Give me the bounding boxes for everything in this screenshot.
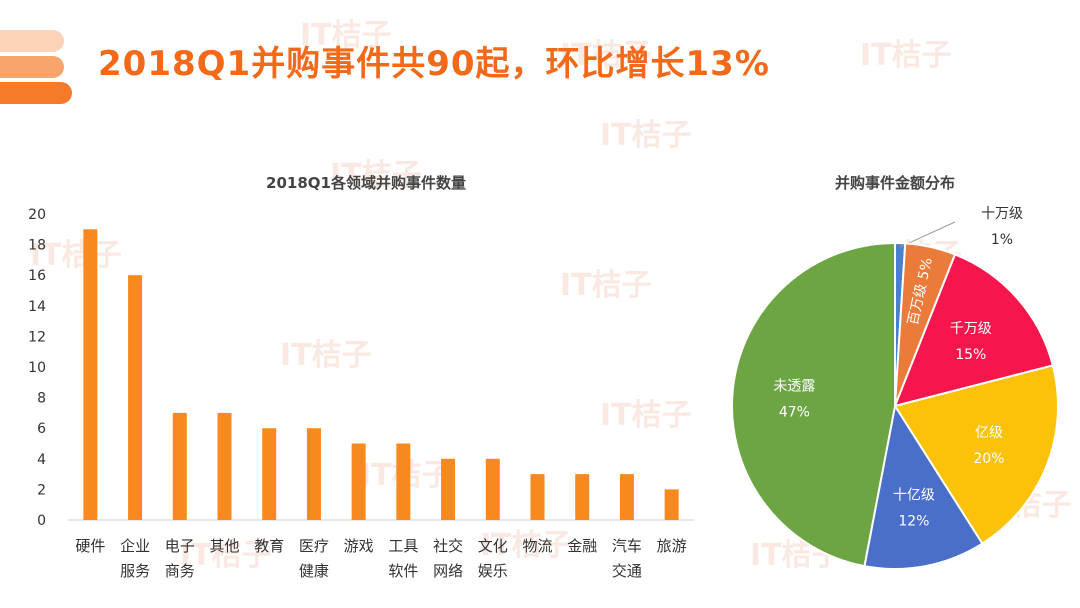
bar xyxy=(396,443,411,520)
watermark-logo: IT桔子 xyxy=(560,38,652,73)
bar xyxy=(575,474,590,520)
x-category-label: 电子 xyxy=(165,537,195,555)
x-category-label: 物流 xyxy=(522,537,552,555)
bar xyxy=(128,275,143,520)
bar xyxy=(441,458,456,520)
watermark-logo: IT桔子 xyxy=(30,238,122,273)
pie-slice-percent: 15% xyxy=(955,347,986,363)
bar xyxy=(262,428,277,520)
y-tick-label: 14 xyxy=(28,299,46,315)
y-tick-label: 2 xyxy=(37,482,46,498)
x-category-label: 其他 xyxy=(209,537,239,555)
pie-slice-label: 十亿级 xyxy=(893,487,935,503)
x-category-label: 网络 xyxy=(433,562,463,580)
decor-stripe-bottom xyxy=(0,82,72,104)
watermark-logo: IT桔子 xyxy=(560,268,652,303)
x-category-label: 工具 xyxy=(388,537,418,555)
x-category-label: 娱乐 xyxy=(478,562,508,580)
watermark-logo: IT桔子 xyxy=(600,398,692,433)
pie-slice xyxy=(731,241,896,568)
pie-slice-label: 十万级 xyxy=(981,206,1023,222)
x-category-label: 游戏 xyxy=(344,537,374,555)
x-category-label: 社交 xyxy=(433,537,463,555)
pie-slice xyxy=(893,364,1060,546)
x-category-label: 文化 xyxy=(478,537,508,555)
bar xyxy=(530,474,545,520)
bar xyxy=(619,474,634,520)
x-category-label: 汽车 xyxy=(612,537,642,555)
watermark-logo: IT桔子 xyxy=(600,118,692,153)
decor-stripe-top xyxy=(0,30,64,52)
bar xyxy=(83,229,98,521)
bar xyxy=(664,489,679,520)
pie-slice-label: 亿级 xyxy=(975,425,1003,441)
bar xyxy=(172,412,187,520)
y-tick-label: 6 xyxy=(37,421,46,437)
pie-slice-percent: 47% xyxy=(779,404,810,420)
y-tick-label: 20 xyxy=(28,207,46,223)
watermark-logo: IT桔子 xyxy=(860,38,952,73)
pie-slice xyxy=(863,403,984,570)
y-tick-label: 18 xyxy=(28,238,46,254)
x-category-label: 健康 xyxy=(299,562,329,580)
pie-chart-title: 并购事件金额分布 xyxy=(835,174,955,192)
x-category-label: 企业 xyxy=(120,537,150,555)
pie-slice-percent: 12% xyxy=(898,513,929,529)
pie-slice-label: 未透露 xyxy=(773,378,815,394)
x-category-label: 教育 xyxy=(254,537,284,555)
pie-slice-percent: 20% xyxy=(973,451,1004,467)
y-tick-label: 8 xyxy=(37,391,46,407)
pie-slice-label: 千万级 xyxy=(950,321,992,337)
y-tick-label: 4 xyxy=(37,452,46,468)
x-category-label: 医疗 xyxy=(299,537,329,555)
bar xyxy=(485,458,500,520)
watermark-logo: IT桔子 xyxy=(180,538,272,573)
bar-chart-title: 2018Q1各领域并购事件数量 xyxy=(266,174,466,192)
watermark-logo: IT桔子 xyxy=(280,338,372,373)
pie-slice-percent: 1% xyxy=(991,232,1013,248)
y-tick-label: 12 xyxy=(28,329,46,345)
bar xyxy=(217,412,232,520)
x-category-label: 交通 xyxy=(612,562,642,580)
x-category-label: 旅游 xyxy=(657,537,687,555)
x-category-label: 硬件 xyxy=(75,537,105,555)
decor-stripe-middle xyxy=(0,56,64,78)
y-tick-label: 10 xyxy=(28,360,46,376)
y-tick-label: 16 xyxy=(28,268,46,284)
x-category-label: 软件 xyxy=(388,562,418,580)
watermark-logo: IT桔子 xyxy=(300,18,392,53)
x-category-label: 商务 xyxy=(165,562,195,580)
page-title: 2018Q1并购事件共90起，环比增长13% xyxy=(98,44,770,84)
pie-slice xyxy=(893,253,1055,408)
y-tick-label: 0 xyxy=(37,513,46,529)
bar xyxy=(351,443,366,520)
x-category-label: 服务 xyxy=(120,562,150,580)
x-category-label: 金融 xyxy=(567,537,597,555)
bar xyxy=(306,428,321,520)
watermark-logo: IT桔子 xyxy=(480,528,572,563)
watermark-logo: IT桔子 xyxy=(330,158,422,193)
